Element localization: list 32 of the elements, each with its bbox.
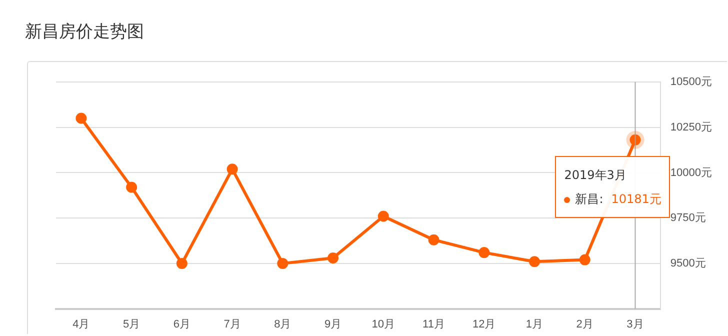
point [126, 182, 138, 193]
point [176, 258, 188, 269]
x-tick-label: 8月 [274, 318, 292, 330]
x-tick-label: 1月 [526, 318, 544, 330]
point [579, 254, 590, 266]
x-tick-label: 6月 [173, 318, 190, 330]
y-tick-label: 9500元 [670, 257, 706, 270]
point [528, 256, 540, 268]
point [428, 234, 440, 246]
x-tick-label: 12月 [472, 318, 496, 330]
point [328, 252, 339, 264]
point [478, 247, 490, 258]
annotation: 新昌: [575, 192, 604, 206]
annotation: 2019年3月 [564, 166, 628, 184]
y-tick-label: 10000元 [670, 166, 712, 179]
x-tick-label: 2月 [576, 318, 594, 330]
x-tick-label: 3月 [626, 318, 644, 330]
point [76, 112, 87, 124]
x-tick-label: 11月 [422, 318, 445, 330]
y-tick-label: 10250元 [670, 121, 712, 134]
chart-title: 新昌房价走势图 [25, 21, 144, 43]
x-tick-label: 7月 [224, 318, 241, 330]
y-tick-label: 10500元 [670, 76, 712, 88]
x-tick-label: 5月 [122, 318, 140, 330]
y-tick-label: 9750元 [670, 212, 706, 224]
x-tick-label: 10月 [372, 318, 396, 330]
point [277, 258, 288, 269]
point [378, 210, 389, 222]
x-tick-label: 9月 [324, 318, 342, 330]
annotation: 10181元 [611, 192, 662, 206]
x-tick-label: 4月 [72, 318, 90, 330]
point [226, 164, 238, 175]
